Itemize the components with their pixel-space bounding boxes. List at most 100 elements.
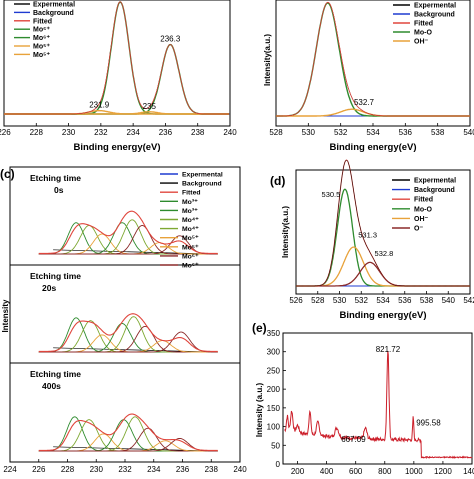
y-axis-label: Intensity(a.u.) (281, 206, 290, 258)
experimental-curve (296, 159, 470, 287)
legend-label: Mo³⁺ (182, 208, 198, 215)
component-peak (38, 316, 218, 353)
legend-label: Fitted (414, 21, 433, 28)
peak-label: 233.2 (110, 0, 131, 1)
x-tick-label: 234 (147, 465, 161, 474)
legend-label: Mo⁶⁺ (182, 263, 199, 270)
x-axis-label: Binding energy(eV) (329, 142, 416, 153)
legend-label: Mo⁵⁺ (33, 52, 50, 59)
legend-label: Mo-O (414, 30, 432, 37)
legend-label: Background (33, 10, 74, 17)
fitted-curve (276, 1, 470, 117)
y-axis-label: Intensity(a.u.) (263, 34, 272, 86)
legend-label: Fitted (414, 197, 433, 204)
y-tick-label: 150 (267, 404, 281, 413)
component-peak (38, 235, 218, 255)
legend-label: Expermental (33, 2, 75, 9)
x-tick-label: 540 (463, 128, 474, 137)
etching-time-label: Etching time (30, 173, 81, 183)
legend-label: OH⁻ (414, 39, 429, 46)
peak-label: 531.3 (358, 231, 377, 240)
panel-e-frame (282, 332, 473, 465)
y-axis-label: Intensity (a.u.) (255, 383, 264, 438)
legend-label: Background (414, 187, 455, 194)
y-tick-label: 50 (271, 441, 280, 450)
x-tick-label: 400 (320, 467, 334, 474)
x-tick-label: 234 (126, 128, 140, 137)
legend-label: Expermental (414, 178, 456, 185)
y-tick-label: 0 (276, 460, 281, 469)
etching-time-label: Etching time (30, 369, 81, 379)
peak-label: 532.8 (375, 249, 394, 258)
x-axis-label: Binding energy(eV) (73, 142, 160, 153)
x-tick-label: 230 (62, 128, 76, 137)
x-tick-label: 232 (94, 128, 108, 137)
y-tick-label: 200 (267, 385, 281, 394)
x-tick-label: 236 (176, 465, 190, 474)
x-tick-label: 532 (334, 128, 348, 137)
legend-label: OH⁻ (414, 216, 429, 223)
legend-label: O⁻ (414, 226, 423, 233)
x-tick-label: 228 (61, 465, 75, 474)
legend-label: Mo⁴⁺ (182, 217, 199, 224)
x-tick-label: 542 (463, 296, 474, 305)
x-tick-label: 1400 (463, 467, 474, 474)
component-peak (38, 433, 218, 452)
legend-label: Mo⁶⁺ (182, 253, 199, 260)
component-peak (38, 331, 218, 353)
fitted-curve (38, 413, 218, 451)
panel-a-frame (3, 0, 231, 127)
x-tick-label: 200 (291, 467, 305, 474)
y-tick-label: 250 (267, 366, 281, 375)
x-tick-label: 540 (442, 296, 456, 305)
legend-label: Mo⁶⁺ (33, 35, 50, 42)
fitted-curve (38, 313, 218, 352)
component-peak (38, 438, 218, 452)
x-tick-label: 226 (32, 465, 46, 474)
legend-label: Fitted (182, 190, 201, 197)
x-tick-label: 532 (355, 296, 369, 305)
y-tick-label: 350 (267, 329, 281, 338)
peak-label: 531.2 (318, 0, 339, 2)
x-tick-label: 1000 (405, 467, 423, 474)
peak-label: 235 (143, 102, 157, 111)
peak-label: 530.5 (322, 190, 341, 199)
legend-label: Mo⁴⁺ (182, 226, 199, 233)
legend-label: Mo⁵⁺ (182, 235, 199, 242)
x-axis-label: Binding energy(eV) (339, 310, 426, 321)
fitted-curve (38, 210, 218, 254)
x-tick-label: 530 (302, 128, 316, 137)
legend-label: Mo⁶⁺ (33, 27, 50, 34)
component-peak (296, 188, 470, 287)
x-tick-label: 232 (118, 465, 132, 474)
x-tick-label: 230 (90, 465, 104, 474)
x-tick-label: 228 (30, 128, 44, 137)
etching-time-value: 400s (42, 381, 61, 391)
x-tick-label: 526 (289, 296, 303, 305)
etching-time-value: 20s (42, 283, 56, 293)
x-tick-label: 536 (398, 296, 412, 305)
peak-label: 821.72 (376, 345, 401, 354)
x-tick-label: 236 (159, 128, 173, 137)
legend-label: Mo-O (414, 206, 432, 213)
fitted-curve (4, 1, 230, 115)
peak-label: 667.09 (341, 435, 366, 444)
x-tick-label: 530 (333, 296, 347, 305)
x-tick-label: 528 (311, 296, 325, 305)
x-tick-label: 226 (0, 128, 11, 137)
peak-label: 231.9 (89, 101, 110, 110)
panel-label: (c) (0, 167, 15, 181)
x-tick-label: 224 (3, 465, 17, 474)
peak-label: 236.3 (160, 35, 181, 44)
etching-time-value: 0s (54, 185, 64, 195)
x-tick-label: 534 (376, 296, 390, 305)
component-peak (296, 261, 470, 287)
x-tick-label: 240 (233, 465, 247, 474)
x-tick-label: 538 (431, 128, 445, 137)
x-tick-label: 538 (420, 296, 434, 305)
legend-label: Expermental (414, 3, 456, 10)
x-tick-label: 240 (223, 128, 237, 137)
x-tick-label: 238 (191, 128, 205, 137)
x-tick-label: 1200 (434, 467, 452, 474)
